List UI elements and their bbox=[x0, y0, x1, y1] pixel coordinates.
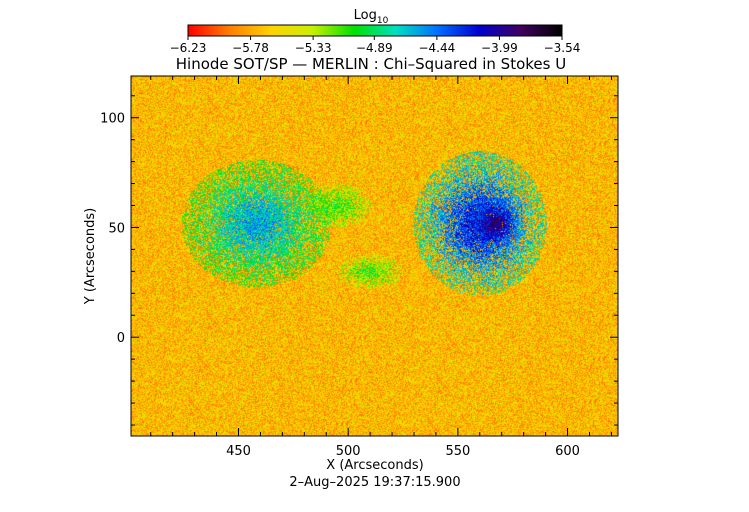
x-tick-label: 450 bbox=[226, 444, 251, 459]
colorbar-tick-label: −4.44 bbox=[418, 41, 455, 55]
x-tick-label: 500 bbox=[336, 444, 361, 459]
y-tick-label: 0 bbox=[117, 331, 125, 346]
colorbar-tick-label: −4.89 bbox=[356, 41, 393, 55]
x-axis-ticks: 450 500 550 600 bbox=[150, 76, 612, 459]
colorbar bbox=[187, 24, 563, 37]
y-axis-ticks: 100 50 0 bbox=[100, 95, 618, 426]
heatmap-area bbox=[131, 76, 618, 436]
colorbar-ticks: −6.23 −5.78 −5.33 −4.89 −4.44 −3.99 −3.54 bbox=[170, 36, 581, 55]
colorbar-label-main: Log bbox=[354, 8, 377, 23]
colorbar-label: Log10 bbox=[354, 8, 389, 26]
colorbar-label-sub: 10 bbox=[377, 16, 389, 26]
colorbar-tick-label: −6.23 bbox=[170, 41, 207, 55]
colorbar-tick-label: −3.99 bbox=[481, 41, 518, 55]
x-tick-label: 550 bbox=[445, 444, 470, 459]
x-tick-label: 600 bbox=[555, 444, 580, 459]
colorbar-tick-label: −3.54 bbox=[544, 41, 581, 55]
plot-frame bbox=[130, 75, 619, 437]
x-axis-label: X (Arcseconds) bbox=[326, 458, 423, 473]
heatmap-canvas bbox=[131, 76, 618, 436]
y-axis-label: Y (Arcseconds) bbox=[83, 208, 98, 305]
timestamp: 2–Aug–2025 19:37:15.900 bbox=[289, 475, 460, 490]
y-tick-label: 100 bbox=[100, 112, 125, 127]
colorbar-tick-label: −5.33 bbox=[295, 41, 332, 55]
colorbar-tick-label: −5.78 bbox=[232, 41, 269, 55]
y-tick-label: 50 bbox=[108, 221, 125, 236]
heatmap-image bbox=[131, 76, 618, 436]
chart-title: Hinode SOT/SP — MERLIN : Chi–Squared in … bbox=[176, 55, 566, 73]
